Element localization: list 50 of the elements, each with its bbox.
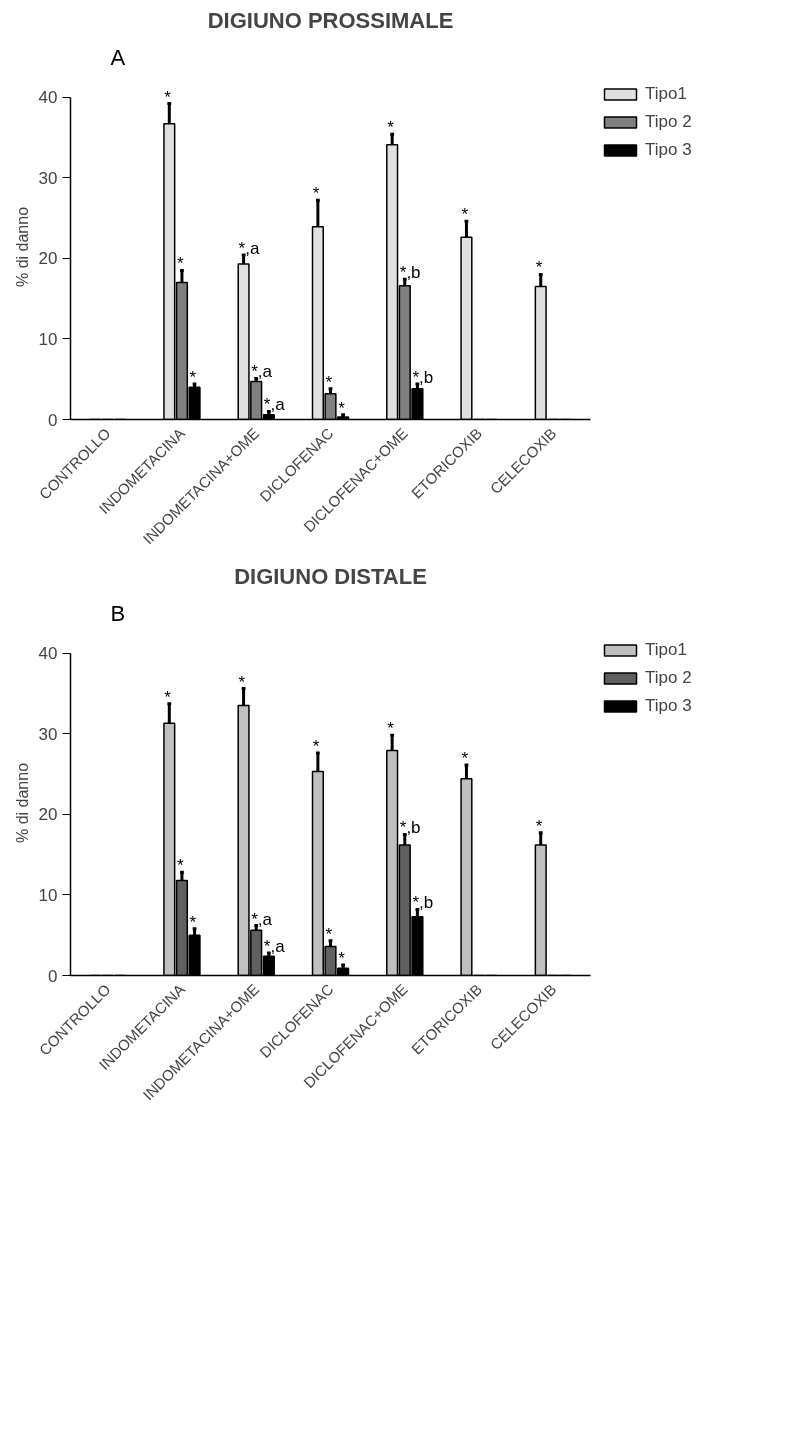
y-axis-title: % di danno (13, 206, 31, 288)
y-tick-label: 30 (38, 168, 58, 188)
legend-label: Tipo1 (645, 640, 687, 660)
y-tick-label: 40 (38, 644, 58, 664)
data-label: * (461, 749, 469, 769)
data-label: * (325, 372, 333, 392)
legend-label: Tipo 3 (645, 140, 692, 160)
data-label: * (238, 672, 246, 692)
chart-title: DIGIUNO DISTALE (234, 563, 427, 589)
data-label: * (164, 87, 172, 107)
data-label: * (325, 924, 333, 944)
data-label: *,a (263, 936, 286, 956)
data-label: * (176, 856, 184, 876)
data-label: *,b (399, 818, 421, 838)
data-label: *,a (263, 395, 286, 415)
data-label: *,a (251, 909, 273, 929)
data-label: * (189, 912, 197, 932)
data-label: * (535, 258, 543, 278)
y-tick-label: 10 (38, 329, 58, 349)
data-label: * (338, 398, 346, 418)
data-label: * (387, 719, 395, 739)
data-label: * (535, 816, 543, 836)
legend-label: Tipo 3 (645, 696, 692, 716)
y-tick-label: 30 (38, 724, 58, 744)
data-label: * (189, 368, 197, 388)
y-tick-label: 0 (48, 966, 58, 986)
text: A (110, 44, 126, 70)
y-tick-label: 20 (38, 249, 58, 269)
data-label: * (164, 687, 172, 707)
text: B (110, 600, 126, 626)
data-label: * (461, 205, 469, 225)
y-tick-label: 10 (38, 885, 58, 905)
data-label: * (312, 184, 320, 204)
data-label: *,b (399, 263, 421, 283)
data-label: *,a (251, 362, 273, 382)
data-label: *,b (412, 893, 434, 913)
y-tick-label: 40 (38, 88, 58, 108)
data-label: *,a (238, 239, 260, 259)
data-label: *,b (412, 368, 434, 388)
data-label: * (176, 254, 184, 274)
data-label: * (312, 737, 320, 757)
legend-label: Tipo 2 (645, 668, 692, 688)
y-tick-label: 0 (48, 410, 58, 430)
data-label: * (338, 949, 346, 969)
legend-label: Tipo1 (645, 84, 687, 104)
chart-title: DIGIUNO PROSSIMALE (207, 7, 454, 33)
legend-label: Tipo 2 (645, 112, 692, 132)
data-label: * (387, 118, 395, 138)
y-tick-label: 20 (38, 805, 58, 825)
y-axis-title: % di danno (13, 762, 31, 844)
